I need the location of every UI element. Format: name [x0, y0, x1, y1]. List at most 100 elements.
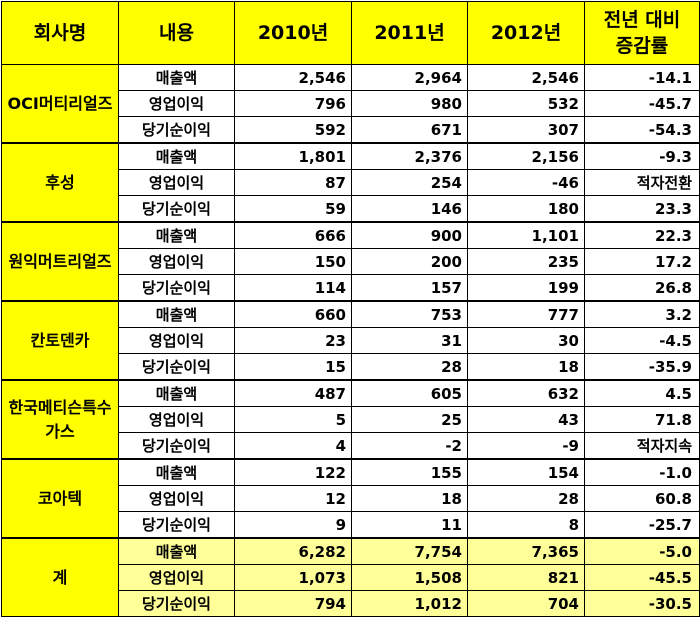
row-item: 당기순이익 [118, 590, 235, 617]
table-row: 영업이익 12 18 28 60.8 [2, 485, 700, 512]
value-2012: 154 [467, 458, 585, 486]
table-row: 원익머트리얼즈 매출액 666 900 1,101 22.3 [1, 221, 700, 302]
value-2010: 12 [234, 485, 352, 512]
change-rate: 적자전환 [584, 169, 700, 196]
change-rate: -30.5 [584, 590, 700, 617]
company-name: 원익머트리얼즈 [1, 221, 119, 302]
value-2012: 28 [467, 485, 585, 512]
row-item: 영업이익 [118, 169, 235, 196]
table-row: 당기순이익 59 146 180 23.3 [2, 195, 700, 223]
value-2010: 15 [234, 353, 352, 381]
value-2011: 146 [351, 195, 468, 223]
financial-table: 회사명 내용 2010년 2011년 2012년 전년 대비 증감률 OCI머티… [1, 1, 700, 617]
change-rate: -1.0 [584, 458, 700, 486]
value-2010: 5 [234, 406, 352, 433]
change-rate: -9.3 [584, 142, 700, 170]
value-2010: 592 [234, 116, 352, 144]
value-2012: 235 [467, 248, 585, 275]
table-row: 계 매출액 6,282 7,754 7,365 -5.0 [1, 537, 700, 617]
value-2012: 18 [467, 353, 585, 381]
table-row: 당기순이익 592 671 307 -54.3 [2, 116, 700, 144]
table-row: 한국메티슨특수가스 매출액 487 605 632 4.5 [1, 379, 700, 460]
value-2010: 59 [234, 195, 352, 223]
value-2012: 821 [467, 564, 585, 591]
company-name: 후성 [1, 142, 119, 223]
row-item: 영업이익 [118, 485, 235, 512]
change-rate: -14.1 [584, 64, 700, 91]
value-2010: 6,282 [234, 537, 352, 565]
value-2012: -9 [467, 432, 585, 460]
change-rate: 71.8 [584, 406, 700, 433]
company-name: 한국메티슨특수가스 [1, 379, 119, 460]
change-rate: -54.3 [584, 116, 700, 144]
value-2011: 11 [351, 511, 468, 539]
row-item: 영업이익 [118, 90, 235, 117]
value-2011: 671 [351, 116, 468, 144]
value-2010: 660 [234, 300, 352, 328]
row-item: 당기순이익 [118, 195, 235, 223]
table-row: 후성 매출액 1,801 2,376 2,156 -9.3 [1, 142, 700, 223]
value-2011: 31 [351, 327, 468, 354]
row-item: 당기순이익 [118, 116, 235, 144]
change-rate: -45.7 [584, 90, 700, 117]
table-body: OCI머티리얼즈 매출액 2,546 2,964 2,546 -14.1 영업이익 796 98… [1, 64, 700, 617]
value-2011: 254 [351, 169, 468, 196]
table-row: 당기순이익 4 -2 -9 적자지속 [2, 432, 700, 460]
value-2012: 199 [467, 274, 585, 302]
header-company: 회사명 [1, 1, 119, 65]
value-2012: 307 [467, 116, 585, 144]
value-2012: 777 [467, 300, 585, 328]
value-2011: 18 [351, 485, 468, 512]
value-2010: 122 [234, 458, 352, 486]
value-2011: 980 [351, 90, 468, 117]
value-2010: 2,546 [234, 64, 352, 91]
value-2010: 1,801 [234, 142, 352, 170]
row-item: 매출액 [118, 537, 235, 565]
table-row: 칸토덴카 매출액 660 753 777 3.2 [1, 300, 700, 381]
table-row: OCI머티리얼즈 매출액 2,546 2,964 2,546 -14.1 [1, 64, 700, 144]
table-row: 코아텍 매출액 122 155 154 -1.0 [1, 458, 700, 539]
table-row: 영업이익 23 31 30 -4.5 [2, 327, 700, 354]
value-2011: 2,964 [351, 64, 468, 91]
header-change: 전년 대비 증감률 [584, 1, 700, 65]
row-item: 매출액 [118, 458, 235, 486]
header-2012: 2012년 [467, 1, 585, 65]
value-2011: 605 [351, 379, 468, 407]
row-item: 영업이익 [118, 564, 235, 591]
row-item: 영업이익 [118, 406, 235, 433]
table-row: 영업이익 1,073 1,508 821 -45.5 [2, 564, 700, 591]
company-name: OCI머티리얼즈 [1, 64, 119, 144]
row-item: 영업이익 [118, 327, 235, 354]
table-row: 영업이익 150 200 235 17.2 [2, 248, 700, 275]
company-name: 칸토덴카 [1, 300, 119, 381]
row-item: 매출액 [118, 142, 235, 170]
value-2010: 4 [234, 432, 352, 460]
row-item: 매출액 [118, 221, 235, 249]
header-2011: 2011년 [351, 1, 468, 65]
value-2011: 900 [351, 221, 468, 249]
row-item: 당기순이익 [118, 274, 235, 302]
value-2012: 180 [467, 195, 585, 223]
table-row: 당기순이익 9 11 8 -25.7 [2, 511, 700, 539]
value-2012: 704 [467, 590, 585, 617]
header-item: 내용 [118, 1, 235, 65]
value-2011: 1,012 [351, 590, 468, 617]
change-rate: 17.2 [584, 248, 700, 275]
value-2010: 23 [234, 327, 352, 354]
value-2012: 532 [467, 90, 585, 117]
change-rate: 적자지속 [584, 432, 700, 460]
value-2010: 666 [234, 221, 352, 249]
value-2011: 2,376 [351, 142, 468, 170]
value-2010: 487 [234, 379, 352, 407]
row-item: 영업이익 [118, 248, 235, 275]
value-2012: 2,156 [467, 142, 585, 170]
change-rate: 23.3 [584, 195, 700, 223]
change-rate: 60.8 [584, 485, 700, 512]
value-2012: 632 [467, 379, 585, 407]
value-2010: 9 [234, 511, 352, 539]
change-rate: 22.3 [584, 221, 700, 249]
value-2010: 114 [234, 274, 352, 302]
value-2012: -46 [467, 169, 585, 196]
value-2010: 1,073 [234, 564, 352, 591]
value-2011: 28 [351, 353, 468, 381]
